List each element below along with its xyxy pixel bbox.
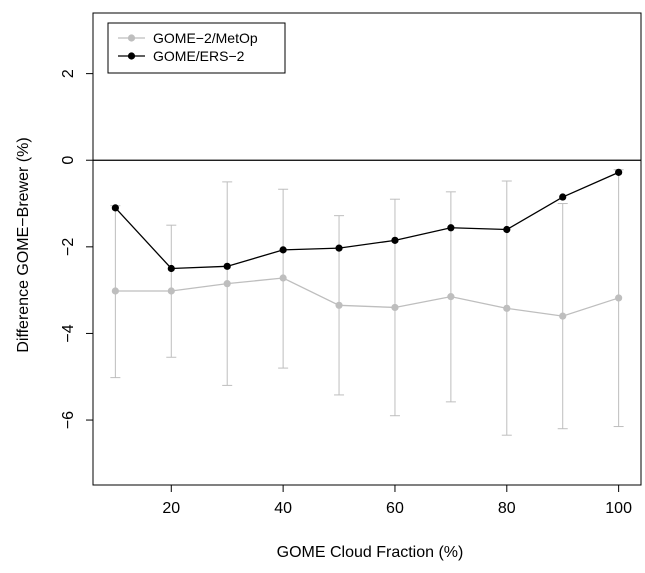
data-point-0-7 (503, 304, 511, 312)
data-point-0-9 (615, 294, 623, 302)
x-tick-label: 60 (386, 500, 404, 517)
data-point-1-6 (447, 224, 455, 232)
data-point-0-8 (559, 312, 567, 320)
error-bars (110, 169, 624, 436)
legend-box (107, 22, 286, 74)
x-tick-label: 20 (162, 500, 180, 517)
data-point-1-4 (335, 244, 343, 252)
y-tick-label: 2 (60, 69, 77, 78)
data-point-1-3 (279, 246, 287, 254)
x-axis-label: GOME Cloud Fraction (%) (277, 544, 464, 561)
data-point-0-0 (111, 287, 119, 295)
legend-label-0: GOME−2/MetOp (153, 30, 258, 46)
legend: GOME−2/MetOp GOME/ERS−2 (107, 22, 286, 74)
data-point-0-5 (391, 303, 399, 312)
data-point-1-1 (167, 264, 175, 273)
plot-frame (92, 12, 642, 486)
data-point-0-6 (447, 293, 455, 301)
series-line-1 (114, 171, 619, 270)
y-tick-label: 0 (60, 156, 77, 165)
series-line-0 (115, 277, 619, 317)
x-tick-label: 80 (498, 500, 516, 517)
legend-marker-1 (127, 52, 136, 60)
data-point-0-3 (279, 274, 287, 282)
data-point-0-2 (223, 280, 231, 288)
data-point-1-2 (223, 262, 231, 270)
y-tick-label: −2 (60, 238, 77, 256)
data-point-1-9 (615, 168, 623, 176)
data-point-0-4 (335, 301, 343, 309)
data-point-1-7 (503, 225, 511, 234)
legend-label-1: GOME/ERS−2 (153, 48, 245, 64)
data-point-1-0 (111, 204, 119, 212)
data-point-0-1 (167, 287, 175, 295)
series-lines (114, 171, 619, 317)
x-tick-label: 40 (274, 500, 292, 517)
y-tick-label: −4 (60, 324, 77, 342)
y-tick-label: −6 (60, 411, 77, 429)
data-point-1-8 (559, 193, 567, 201)
y-axis-label: Difference GOME−Brewer (%) (15, 137, 32, 352)
axes: 20 40 60 80 100 −6 −4 −2 0 2 (60, 12, 642, 517)
series-points (111, 168, 623, 320)
data-point-1-5 (391, 236, 399, 244)
legend-marker-0 (127, 34, 136, 42)
x-tick-label: 100 (605, 500, 632, 517)
